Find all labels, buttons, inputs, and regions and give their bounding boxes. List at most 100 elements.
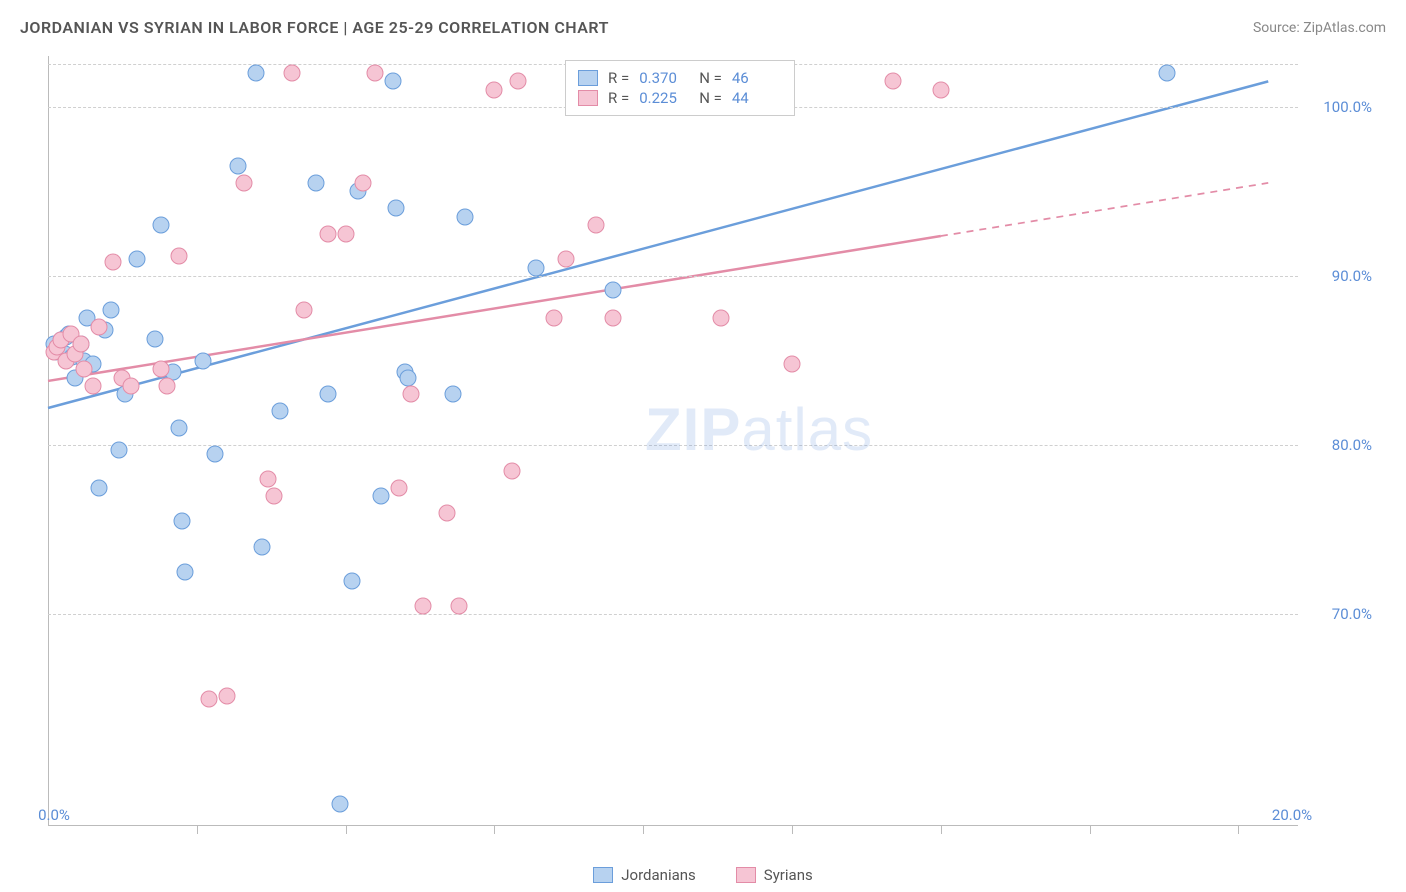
stat-swatch-jordanians: [578, 70, 598, 86]
point-syrians: [415, 598, 432, 615]
point-syrians: [486, 81, 503, 98]
plot-area: 70.0%80.0%90.0%100.0%: [48, 56, 1298, 826]
y-tick-label: 90.0%: [1302, 267, 1372, 285]
point-syrians: [266, 488, 283, 505]
point-jordanians: [373, 488, 390, 505]
x-tick: [1090, 826, 1091, 834]
stat-r-label: R =: [608, 89, 629, 107]
x-tick: [643, 826, 644, 834]
point-syrians: [159, 378, 176, 395]
point-syrians: [170, 247, 187, 264]
point-syrians: [885, 73, 902, 90]
stat-r-value: 0.370: [639, 69, 689, 87]
point-syrians: [90, 318, 107, 335]
point-syrians: [403, 386, 420, 403]
stat-n-label: N =: [699, 69, 722, 87]
point-jordanians: [605, 281, 622, 298]
stat-n-label: N =: [699, 89, 722, 107]
point-syrians: [84, 378, 101, 395]
point-syrians: [236, 174, 253, 191]
stat-swatch-syrians: [578, 90, 598, 106]
point-syrians: [123, 378, 140, 395]
point-syrians: [218, 687, 235, 704]
chart-title: JORDANIAN VS SYRIAN IN LABOR FORCE | AGE…: [20, 18, 609, 37]
point-jordanians: [173, 513, 190, 530]
point-jordanians: [456, 208, 473, 225]
point-jordanians: [254, 538, 271, 555]
point-syrians: [545, 310, 562, 327]
point-jordanians: [307, 174, 324, 191]
legend-swatch-jordanians: [593, 867, 613, 883]
x-tick: [941, 826, 942, 834]
point-syrians: [153, 361, 170, 378]
trend-line-syrians-extrap: [941, 183, 1268, 236]
x-max-label: 20.0%: [1272, 806, 1312, 824]
gridline-y: [48, 445, 1298, 446]
point-syrians: [337, 225, 354, 242]
point-jordanians: [319, 386, 336, 403]
point-jordanians: [102, 301, 119, 318]
x-tick: [197, 826, 198, 834]
point-jordanians: [444, 386, 461, 403]
point-syrians: [355, 174, 372, 191]
point-jordanians: [170, 420, 187, 437]
point-jordanians: [90, 479, 107, 496]
stat-box: R = 0.370 N = 46 R = 0.225 N = 44: [565, 60, 795, 116]
point-jordanians: [385, 73, 402, 90]
point-syrians: [72, 335, 89, 352]
point-jordanians: [194, 352, 211, 369]
legend-swatch-syrians: [736, 867, 756, 883]
point-syrians: [367, 64, 384, 81]
point-syrians: [450, 598, 467, 615]
stat-r-value: 0.225: [639, 89, 689, 107]
point-jordanians: [400, 369, 417, 386]
point-syrians: [295, 301, 312, 318]
point-syrians: [587, 217, 604, 234]
stat-n-value: 46: [732, 69, 782, 87]
legend-label: Jordanians: [621, 866, 696, 884]
point-jordanians: [388, 200, 405, 217]
point-jordanians: [153, 217, 170, 234]
point-syrians: [391, 479, 408, 496]
point-syrians: [319, 225, 336, 242]
point-syrians: [438, 504, 455, 521]
point-syrians: [284, 64, 301, 81]
point-syrians: [605, 310, 622, 327]
gridline-y: [48, 614, 1298, 615]
y-tick-label: 80.0%: [1302, 436, 1372, 454]
legend-label: Syrians: [764, 866, 813, 884]
x-tick: [346, 826, 347, 834]
y-tick-label: 70.0%: [1302, 605, 1372, 623]
point-syrians: [712, 310, 729, 327]
stat-row-syrians: R = 0.225 N = 44: [578, 89, 782, 107]
legend: Jordanians Syrians: [0, 866, 1406, 884]
point-jordanians: [230, 158, 247, 175]
stat-row-jordanians: R = 0.370 N = 46: [578, 69, 782, 87]
point-jordanians: [129, 251, 146, 268]
point-jordanians: [248, 64, 265, 81]
point-jordanians: [528, 259, 545, 276]
x-tick: [494, 826, 495, 834]
point-jordanians: [147, 330, 164, 347]
stat-n-value: 44: [732, 89, 782, 107]
point-syrians: [784, 356, 801, 373]
gridline-y: [48, 276, 1298, 277]
point-jordanians: [206, 445, 223, 462]
stat-r-label: R =: [608, 69, 629, 87]
point-syrians: [260, 471, 277, 488]
source-label: Source: ZipAtlas.com: [1253, 20, 1386, 36]
point-jordanians: [343, 572, 360, 589]
y-tick-label: 100.0%: [1302, 98, 1372, 116]
point-syrians: [510, 73, 527, 90]
point-syrians: [504, 462, 521, 479]
header: JORDANIAN VS SYRIAN IN LABOR FORCE | AGE…: [20, 18, 1386, 37]
point-jordanians: [176, 564, 193, 581]
legend-item-jordanians: Jordanians: [593, 866, 696, 884]
x-tick: [792, 826, 793, 834]
point-jordanians: [272, 403, 289, 420]
legend-item-syrians: Syrians: [736, 866, 813, 884]
point-syrians: [557, 251, 574, 268]
point-syrians: [932, 81, 949, 98]
x-min-label: 0.0%: [38, 806, 70, 824]
trend-line-jordanians: [48, 81, 1268, 408]
